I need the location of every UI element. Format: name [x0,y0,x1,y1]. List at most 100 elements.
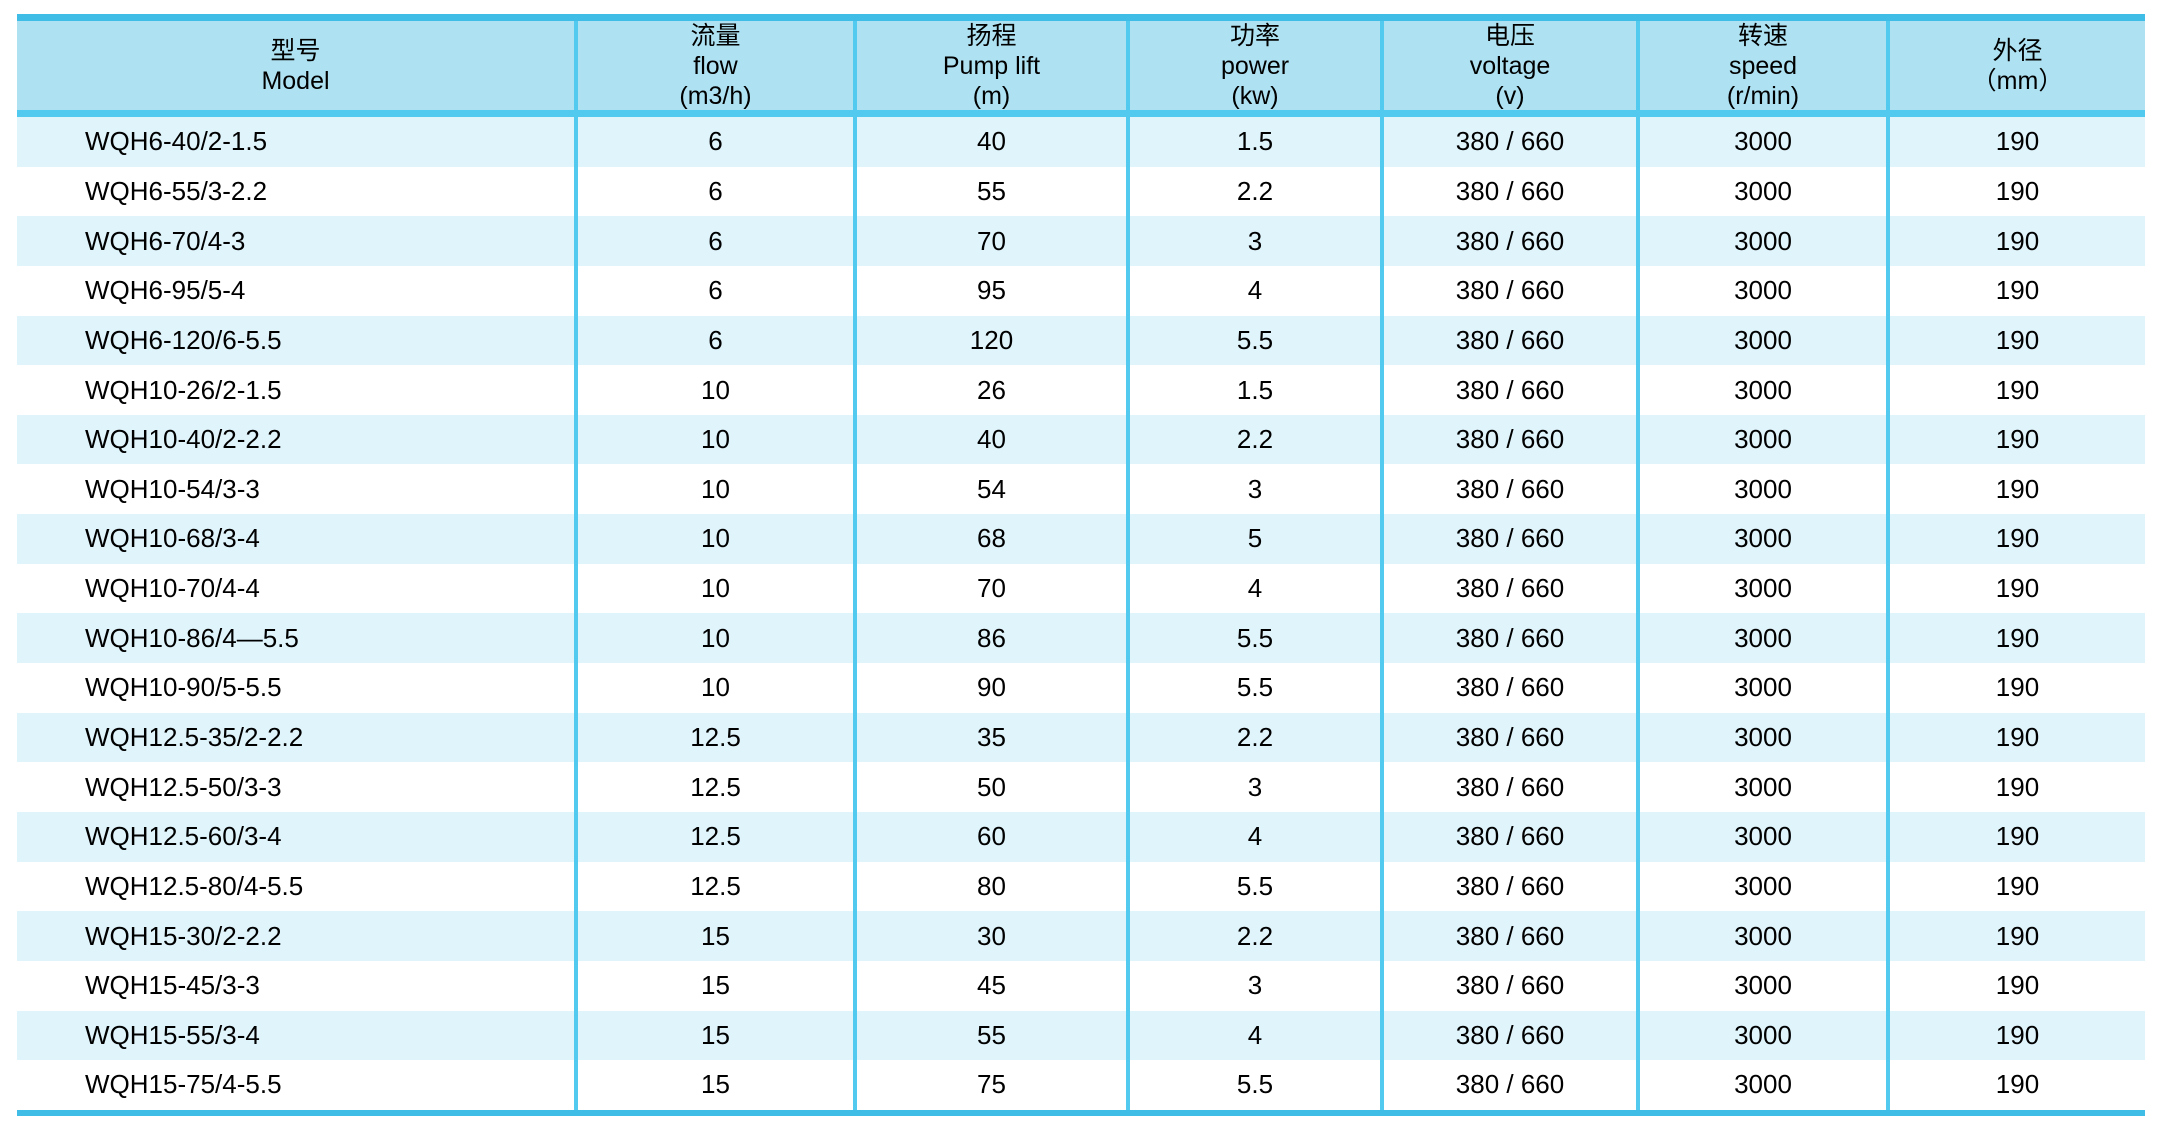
power-cell: 3 [1130,464,1384,515]
diameter-cell: 190 [1995,573,2040,604]
power-cell: 5.5 [1130,1060,1384,1110]
diameter-cell: 190 [1995,473,2040,504]
voltage-cell: 380 / 660 [1384,166,1640,217]
header-line: 电压 [1484,21,1535,50]
header-line: (v) [1495,81,1525,110]
lift-cell: 40 [857,414,1130,465]
power-cell: 3 [1130,216,1384,266]
voltage-cell: 380 / 660 [1384,1060,1640,1110]
flow-cell: 10 [578,365,857,415]
voltage-cell: 380 / 660 [1384,1010,1640,1061]
voltage-cell: 380 / 660 [1384,712,1640,763]
header-line: Model [261,66,330,95]
table-row: WQH12.5-35/2-2.2 12.5 35 2.2 380 / 660 3000 19… [17,712,2145,763]
speed-cell: 3000 [1640,414,1890,465]
header-line: Pump lift [942,51,1041,80]
voltage-cell: 380 / 660 [1384,960,1640,1011]
diameter-cell: 190 [1995,324,2040,355]
model-cell: WQH6-55/3-2.2 [17,166,578,217]
model-cell: WQH10-40/2-2.2 [17,414,578,465]
diameter-cell: 190 [1995,275,2040,306]
header-line: 转速 [1737,21,1788,50]
table-row: WQH10-40/2-2.2 10 40 2.2 380 / 660 3000 190 [17,414,2145,465]
lift-cell: 68 [857,514,1130,564]
speed-cell: 3000 [1640,514,1890,564]
flow-cell: 6 [578,265,857,316]
model-cell: WQH10-26/2-1.5 [17,365,578,415]
model-cell: WQH15-55/3-4 [17,1010,578,1061]
flow-cell: 12.5 [578,861,857,912]
lift-cell: 30 [857,911,1130,961]
header-line: (kw) [1231,81,1279,110]
diameter-cell: 190 [1995,424,2040,455]
header-line: 扬程 [966,21,1017,50]
lift-cell: 45 [857,960,1130,1011]
lift-cell: 90 [857,663,1130,713]
table-row: WQH10-70/4-4 10 70 4 380 / 660 3000 190 [17,563,2145,614]
power-cell: 5.5 [1130,861,1384,912]
header-cell-flow: 流量 flow (m3/h) [578,21,857,110]
table-row: WQH10-90/5-5.5 10 90 5.5 380 / 660 3000 190 [17,663,2145,713]
table-header-row: 型号 Model 流量 flow (m3/h) 扬程 Pump lift (m) 功率 power… [17,21,2145,117]
power-cell: 1.5 [1130,365,1384,415]
flow-cell: 10 [578,663,857,713]
table-row: WQH12.5-50/3-3 12.5 50 3 380 / 660 3000 190 [17,762,2145,812]
table-row: WQH10-54/3-3 10 54 3 380 / 660 3000 190 [17,464,2145,515]
header-line: (m3/h) [679,81,752,110]
diameter-cell: 190 [1995,1069,2040,1100]
power-cell: 3 [1130,762,1384,812]
power-cell: 5.5 [1130,663,1384,713]
model-cell: WQH6-40/2-1.5 [17,117,578,167]
speed-cell: 3000 [1640,712,1890,763]
speed-cell: 3000 [1640,563,1890,614]
diameter-cell: 190 [1995,722,2040,752]
header-line: 型号 [270,36,321,65]
speed-cell: 3000 [1640,464,1890,515]
voltage-cell: 380 / 660 [1384,811,1640,862]
speed-cell: 3000 [1640,911,1890,961]
lift-cell: 55 [857,166,1130,217]
model-cell: WQH15-75/4-5.5 [17,1060,578,1110]
voltage-cell: 380 / 660 [1384,216,1640,266]
power-cell: 5.5 [1130,315,1384,366]
table-row: WQH6-95/5-4 6 95 4 380 / 660 3000 190 [17,265,2145,316]
speed-cell: 3000 [1640,365,1890,415]
header-cell-lift: 扬程 Pump lift (m) [857,21,1130,110]
power-cell: 1.5 [1130,117,1384,167]
model-cell: WQH10-68/3-4 [17,514,578,564]
flow-cell: 15 [578,1060,857,1110]
lift-cell: 40 [857,117,1130,167]
lift-cell: 60 [857,811,1130,862]
power-cell: 4 [1130,811,1384,862]
header-line: voltage [1469,51,1551,80]
header-line: flow [693,51,738,80]
speed-cell: 3000 [1640,117,1890,167]
speed-cell: 3000 [1640,216,1890,266]
voltage-cell: 380 / 660 [1384,613,1640,664]
model-cell: WQH15-30/2-2.2 [17,911,578,961]
header-cell-speed: 转速 speed (r/min) [1640,21,1890,110]
header-line: speed [1728,51,1798,80]
speed-cell: 3000 [1640,613,1890,664]
table-row: WQH6-70/4-3 6 70 3 380 / 660 3000 190 [17,216,2145,266]
model-cell: WQH6-95/5-4 [17,265,578,316]
lift-cell: 80 [857,861,1130,912]
model-cell: WQH12.5-50/3-3 [17,762,578,812]
header-line: (m) [972,81,1011,110]
flow-cell: 10 [578,414,857,465]
lift-cell: 35 [857,712,1130,763]
header-line: 功率 [1229,21,1280,50]
model-cell: WQH6-70/4-3 [17,216,578,266]
voltage-cell: 380 / 660 [1384,464,1640,515]
model-cell: WQH10-90/5-5.5 [17,663,578,713]
voltage-cell: 380 / 660 [1384,117,1640,167]
table-row: WQH10-86/4—5.5 10 86 5.5 380 / 660 3000 190 [17,613,2145,664]
header-cell-power: 功率 power (kw) [1130,21,1384,110]
lift-cell: 70 [857,216,1130,266]
lift-cell: 26 [857,365,1130,415]
speed-cell: 3000 [1640,762,1890,812]
flow-cell: 10 [578,464,857,515]
voltage-cell: 380 / 660 [1384,315,1640,366]
diameter-cell: 190 [1995,225,2040,256]
voltage-cell: 380 / 660 [1384,861,1640,912]
